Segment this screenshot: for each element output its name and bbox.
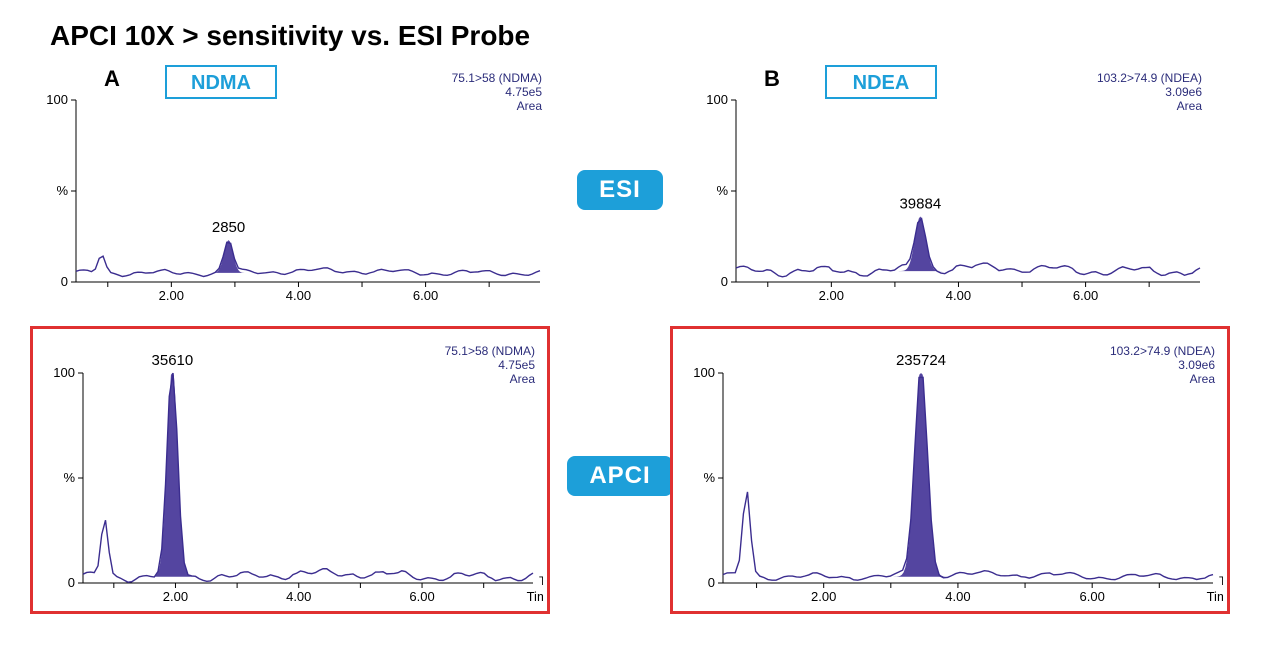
page-title: APCI 10X > sensitivity vs. ESI Probe — [50, 20, 1250, 52]
svg-text:39884: 39884 — [899, 195, 941, 212]
svg-text:A: A — [104, 66, 120, 91]
svg-text:4.75e5: 4.75e5 — [498, 358, 535, 372]
panel-apci-ndma: 0% 100 2.00 4.00 6.00 Time 35610 75.1>58 (NDMA)… — [30, 326, 550, 626]
svg-text:B: B — [764, 66, 780, 91]
svg-text:%: % — [716, 183, 728, 198]
svg-text:%: % — [63, 470, 75, 485]
svg-text:Time: Time — [1219, 574, 1223, 588]
svg-text:%: % — [56, 183, 68, 198]
svg-text:NDMA: NDMA — [191, 72, 251, 94]
svg-text:Area: Area — [517, 99, 543, 113]
svg-text:Time: Time — [1207, 589, 1223, 604]
svg-text:2.00: 2.00 — [819, 288, 844, 303]
svg-text:Time: Time — [527, 589, 543, 604]
method-label-apci: APCI — [560, 326, 680, 626]
svg-text:4.00: 4.00 — [946, 288, 971, 303]
method-label-esi: ESI — [560, 60, 680, 320]
svg-text:2.00: 2.00 — [811, 589, 836, 604]
svg-text:Area: Area — [1177, 99, 1203, 113]
svg-text:6.00: 6.00 — [413, 288, 438, 303]
svg-text:NDEA: NDEA — [853, 72, 910, 94]
svg-text:3.09e6: 3.09e6 — [1178, 358, 1215, 372]
svg-text:3.09e6: 3.09e6 — [1165, 85, 1202, 99]
svg-text:0: 0 — [721, 274, 728, 289]
svg-text:235724: 235724 — [896, 352, 946, 369]
chart-grid: 0% 100 2.00 4.00 6.00 2850 A NDMA 75.1>58 (NDMA)… — [30, 60, 1250, 626]
svg-text:Area: Area — [510, 372, 536, 386]
svg-text:Area: Area — [1190, 372, 1216, 386]
panel-esi-ndea: 0% 100 2.00 4.00 6.00 39884 B NDEA 103.2>74.9 (N… — [690, 60, 1210, 320]
esi-pill: ESI — [577, 170, 663, 210]
svg-text:35610: 35610 — [152, 352, 194, 369]
svg-text:4.00: 4.00 — [945, 589, 970, 604]
svg-text:75.1>58 (NDMA): 75.1>58 (NDMA) — [445, 344, 535, 358]
svg-text:100: 100 — [53, 365, 75, 380]
svg-text:4.00: 4.00 — [286, 589, 311, 604]
panel-esi-ndma: 0% 100 2.00 4.00 6.00 2850 A NDMA 75.1>58 (NDMA)… — [30, 60, 550, 320]
panel-apci-ndea: 0% 100 2.00 4.00 6.00 Time 235724 103.2>74.9 (N… — [670, 326, 1230, 626]
svg-text:100: 100 — [706, 92, 728, 107]
svg-text:103.2>74.9 (NDEA): 103.2>74.9 (NDEA) — [1110, 344, 1215, 358]
svg-text:2.00: 2.00 — [163, 589, 188, 604]
svg-text:6.00: 6.00 — [1073, 288, 1098, 303]
svg-text:100: 100 — [693, 365, 715, 380]
svg-text:6.00: 6.00 — [1080, 589, 1105, 604]
svg-text:100: 100 — [46, 92, 68, 107]
svg-text:4.00: 4.00 — [286, 288, 311, 303]
svg-text:6.00: 6.00 — [409, 589, 434, 604]
svg-text:0: 0 — [68, 575, 75, 590]
apci-pill: APCI — [567, 456, 672, 496]
svg-text:0: 0 — [61, 274, 68, 289]
svg-text:2850: 2850 — [212, 219, 245, 236]
svg-text:2.00: 2.00 — [159, 288, 184, 303]
svg-text:103.2>74.9 (NDEA): 103.2>74.9 (NDEA) — [1097, 71, 1202, 85]
svg-text:%: % — [703, 470, 715, 485]
svg-text:4.75e5: 4.75e5 — [505, 85, 542, 99]
svg-text:75.1>58 (NDMA): 75.1>58 (NDMA) — [452, 71, 542, 85]
svg-text:0: 0 — [708, 575, 715, 590]
svg-text:Time: Time — [539, 574, 543, 588]
